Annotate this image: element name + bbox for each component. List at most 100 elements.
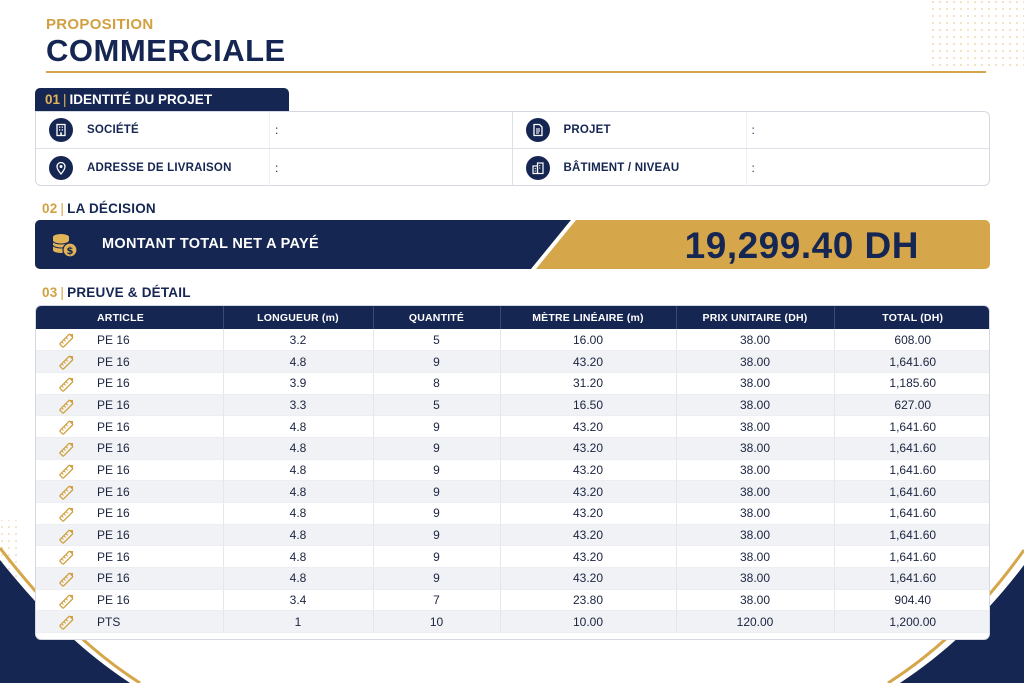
cell-quantite: 9 [373,545,501,569]
cell-quantite: 7 [373,589,501,612]
banner-background [35,220,990,269]
cell-metre-lineaire: 43.20 [500,502,677,525]
article-name: PE 16 [97,397,130,412]
cell-metre-lineaire: 10.00 [500,610,677,634]
cell-prix-unitaire: 38.00 [676,437,835,460]
cell-metre-lineaire: 43.20 [500,524,677,547]
section-identity-tab: 01 | IDENTITÉ DU PROJET [35,88,289,111]
identity-field-adresse: ADRESSE DE LIVRAISON : [36,149,513,186]
cell-metre-lineaire: 43.20 [500,459,677,482]
identity-label: PROJET [563,124,611,136]
cell-quantite: 9 [373,502,501,525]
header-divider [46,71,986,73]
pencil-ruler-icon [58,613,76,634]
cell-article: PE 16 [36,415,224,439]
cell-prix-unitaire: 38.00 [676,524,835,547]
total-amount-banner: $ MONTANT TOTAL NET A PAYÉ 19,299.40 DH [35,220,990,269]
article-name: PE 16 [97,549,130,564]
cell-prix-unitaire: 38.00 [676,459,835,482]
cell-longueur: 4.8 [223,524,374,547]
cell-article: PTS [36,610,224,634]
cell-article: PE 16 [36,567,224,591]
cell-quantite: 9 [373,480,501,503]
identity-value[interactable]: : [269,149,512,186]
cell-total: 1,641.60 [834,415,989,438]
location-pin-icon [49,155,73,180]
cell-metre-lineaire: 43.20 [500,350,677,373]
building-icon [49,118,73,142]
detail-table: ARTICLE LONGUEUR (m) QUANTITÉ MÈTRE LINÉ… [35,305,990,640]
cell-metre-lineaire: 43.20 [500,567,677,590]
pencil-ruler-icon [58,440,76,461]
section-decision-label: 02 | LA DÉCISION [42,201,156,216]
cell-total: 1,641.60 [834,545,989,569]
cell-total: 1,641.60 [834,459,989,482]
section-title: IDENTITÉ DU PROJET [69,92,213,107]
cell-prix-unitaire: 38.00 [676,372,835,395]
cell-metre-lineaire: 43.20 [500,437,677,460]
table-row: PE 16 4.8 9 43.20 38.00 1,641.60 [36,437,989,461]
cell-longueur: 1 [223,610,374,634]
section-title: PREUVE & DÉTAIL [67,285,191,300]
identity-label: ADRESSE DE LIVRAISON [87,161,232,174]
table-row: PE 16 4.8 9 43.20 38.00 1,641.60 [36,459,989,483]
article-name: PE 16 [97,506,130,521]
identity-value[interactable]: : [269,112,512,148]
cell-article: PE 16 [36,394,224,417]
pencil-ruler-icon [58,418,76,439]
cell-article: PE 16 [36,480,224,504]
article-name: PE 16 [97,376,130,391]
article-name: PE 16 [97,571,130,586]
cell-total: 608.00 [834,329,989,352]
cell-longueur: 4.8 [223,567,374,590]
identity-value[interactable]: : [745,112,990,148]
identity-field-batiment: BÂTIMENT / NIVEAU : [513,149,990,186]
cell-total: 1,641.60 [834,567,989,590]
cell-longueur: 3.9 [223,372,374,395]
pencil-ruler-icon [58,331,76,352]
column-header-longueur: LONGUEUR (m) [223,306,374,329]
cell-prix-unitaire: 38.00 [676,480,835,503]
cell-longueur: 4.8 [223,459,374,482]
table-row: PE 16 4.8 9 43.20 38.00 1,641.60 [36,567,989,591]
cell-metre-lineaire: 16.50 [500,394,677,417]
cell-longueur: 3.4 [223,589,374,612]
pencil-ruler-icon [58,570,76,591]
article-name: PTS [97,614,121,629]
table-row: PE 16 4.8 9 43.20 38.00 1,641.60 [36,415,989,439]
pencil-ruler-icon [58,505,76,526]
identity-row: ADRESSE DE LIVRAISON : BÂTIMENT / NIVEAU… [36,149,989,186]
cell-prix-unitaire: 38.00 [676,329,835,352]
document-icon [525,118,550,142]
cell-quantite: 10 [373,610,501,634]
article-name: PE 16 [97,441,130,456]
cell-total: 904.40 [834,589,989,612]
cell-longueur: 4.8 [223,350,374,373]
table-row: PE 16 4.8 9 43.20 38.00 1,641.60 [36,545,989,569]
article-name: PE 16 [97,528,130,543]
cell-prix-unitaire: 120.00 [676,610,835,634]
cell-total: 1,641.60 [834,350,989,373]
column-header-quantite: QUANTITÉ [373,306,501,329]
pencil-ruler-icon [58,592,76,613]
identity-value[interactable]: : [745,149,990,186]
cell-quantite: 9 [373,524,501,547]
table-row: PE 16 4.8 9 43.20 38.00 1,641.60 [36,480,989,504]
cell-metre-lineaire: 43.20 [500,545,677,569]
cell-article: PE 16 [36,524,224,547]
cell-quantite: 9 [373,567,501,590]
table-row: PE 16 4.8 9 43.20 38.00 1,641.60 [36,524,989,547]
pencil-ruler-icon [58,548,76,569]
cell-quantite: 5 [373,329,501,352]
section-number: 02 [42,201,58,216]
cell-quantite: 5 [373,394,501,417]
page-kicker: PROPOSITION [46,16,154,33]
page-title: COMMERCIALE [46,33,286,68]
svg-text:$: $ [67,246,74,257]
pencil-ruler-icon [58,462,76,483]
cell-longueur: 4.8 [223,502,374,525]
cell-metre-lineaire: 16.00 [500,329,677,352]
pencil-ruler-icon [58,483,76,504]
cell-article: PE 16 [36,350,224,373]
cell-article: PE 16 [36,459,224,483]
